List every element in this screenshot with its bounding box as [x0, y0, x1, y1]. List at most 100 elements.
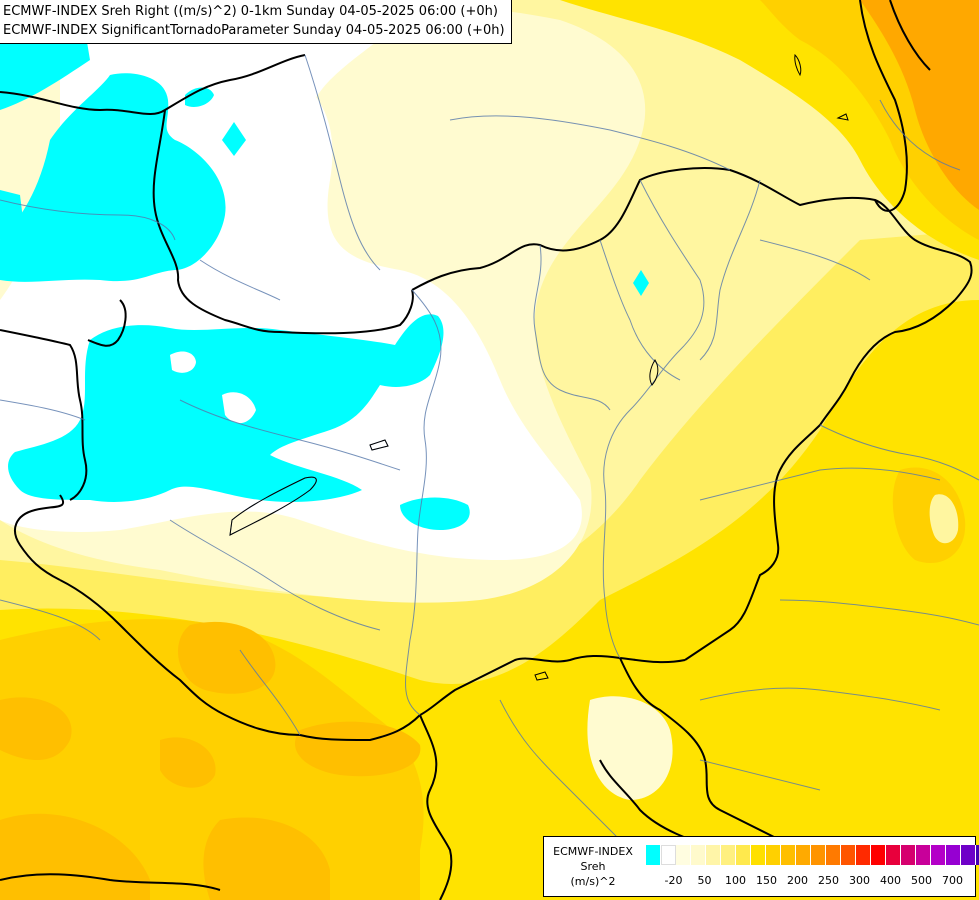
cyan-area-north-diamond — [222, 122, 246, 156]
lake-balaton-outline — [229, 476, 317, 536]
legend-swatch — [946, 845, 961, 865]
border-croatia — [59, 579, 421, 742]
legend-swatch — [856, 845, 871, 865]
region-line-6 — [199, 259, 281, 301]
legend-swatch — [901, 845, 916, 865]
cyan-area-east-small — [400, 497, 470, 530]
region-line-10 — [169, 519, 381, 631]
legend-tick-label: 200 — [787, 874, 808, 887]
border-west-upper — [152, 109, 414, 335]
legend-swatch — [796, 845, 811, 865]
legend-swatch — [811, 845, 826, 865]
orange-patch-south-1 — [0, 813, 150, 900]
pale-patch-east — [929, 494, 959, 544]
map-title-line-2: ECMWF-INDEX SignificantTornadoParameter … — [3, 23, 505, 38]
lakes-outline — [229, 53, 849, 681]
legend-swatch — [661, 845, 676, 865]
white-hole-cyan-1 — [170, 351, 196, 373]
region-line-7 — [0, 199, 176, 241]
color-legend: ECMWF-INDEX Sreh (m/s)^2 -20 50 100 150 200 2… — [543, 836, 979, 897]
cyan-area-east-diamond — [633, 270, 649, 296]
border-austria-inner — [87, 299, 127, 347]
legend-swatch — [826, 845, 841, 865]
river-tisza — [602, 179, 705, 659]
orange-patch-southwest-1 — [178, 621, 276, 694]
legend-swatch — [721, 845, 736, 865]
legend-tick-label: 300 — [849, 874, 870, 887]
legend-tick-label: -20 — [664, 874, 683, 887]
legend-swatch — [676, 845, 691, 865]
legend-swatch — [646, 845, 661, 865]
region-line-18 — [759, 239, 871, 281]
border-slovenia — [14, 494, 65, 581]
lake-tisza-outline — [649, 359, 659, 386]
lake-south-1 — [534, 671, 549, 681]
orange-field-northeast — [860, 0, 979, 210]
legend-swatch — [706, 845, 721, 865]
legend-ticks: -20 50 100 150 200 250 300 400 500 700 — [646, 874, 971, 888]
legend-swatch — [736, 845, 751, 865]
region-line-19 — [879, 99, 961, 171]
map-title-box: ECMWF-INDEX Sreh Right ((m/s)^2) 0-1km S… — [0, 0, 512, 44]
legend-swatch — [691, 845, 706, 865]
cyan-area-north-small — [185, 87, 214, 107]
legend-tick-label: 250 — [818, 874, 839, 887]
legend-unit: (m/s)^2 — [570, 875, 616, 888]
lake-ne-1 — [794, 53, 802, 77]
legend-swatch — [841, 845, 856, 865]
region-line-14 — [699, 467, 941, 501]
cyan-area-west-1 — [0, 190, 25, 240]
river-danube — [405, 289, 442, 716]
region-line-16 — [779, 599, 979, 626]
border-romania-east — [889, 0, 931, 71]
border-hungary-east — [684, 299, 956, 661]
orange-patch-southwest-3 — [160, 737, 216, 788]
legend-swatch — [931, 845, 946, 865]
legend-swatch — [871, 845, 886, 865]
border-austria-west — [0, 329, 88, 501]
border-south-bosnia — [419, 714, 453, 900]
legend-swatch — [916, 845, 931, 865]
orange-patch-south-west-edge — [0, 697, 72, 760]
border-serbia — [619, 657, 781, 841]
legend-title: ECMWF-INDEX — [553, 845, 633, 858]
region-line-4 — [449, 115, 731, 171]
lake-ne-2 — [836, 113, 849, 121]
region-line-3 — [599, 239, 681, 381]
border-hungary-south — [419, 654, 686, 716]
border-hungary-north — [411, 167, 973, 301]
legend-tick-label: 400 — [880, 874, 901, 887]
map-title-line-1: ECMWF-INDEX Sreh Right ((m/s)^2) 0-1km S… — [3, 4, 498, 19]
legend-swatch — [961, 845, 976, 865]
region-line-20 — [699, 759, 821, 791]
legend-tick-label: 50 — [697, 874, 712, 887]
region-line-11 — [0, 599, 101, 641]
region-line-9 — [179, 399, 401, 471]
region-line-15 — [819, 424, 979, 481]
legend-swatch — [751, 845, 766, 865]
legend-tick-label: 100 — [725, 874, 746, 887]
border-romania-north — [859, 0, 908, 212]
legend-swatch — [976, 845, 979, 865]
legend-tick-label: 700 — [942, 874, 963, 887]
region-line-1 — [533, 244, 611, 411]
region-line-17 — [699, 687, 941, 711]
orange-patch-south-2 — [203, 817, 330, 900]
rivers-and-regions — [0, 54, 979, 841]
legend-swatch — [766, 845, 781, 865]
legend-tick-label: 150 — [756, 874, 777, 887]
legend-swatch — [781, 845, 796, 865]
legend-swatch — [886, 845, 901, 865]
legend-variable: Sreh — [580, 860, 606, 873]
legend-swatches — [646, 845, 979, 865]
region-line-12 — [239, 649, 301, 736]
region-line-8 — [0, 399, 86, 421]
border-south-west-low — [0, 873, 221, 891]
white-hole-cyan-2 — [222, 392, 256, 424]
lake-velence-outline — [369, 439, 389, 451]
region-line-13 — [499, 699, 621, 841]
region-line-5 — [304, 54, 381, 271]
region-line-2 — [699, 179, 761, 361]
